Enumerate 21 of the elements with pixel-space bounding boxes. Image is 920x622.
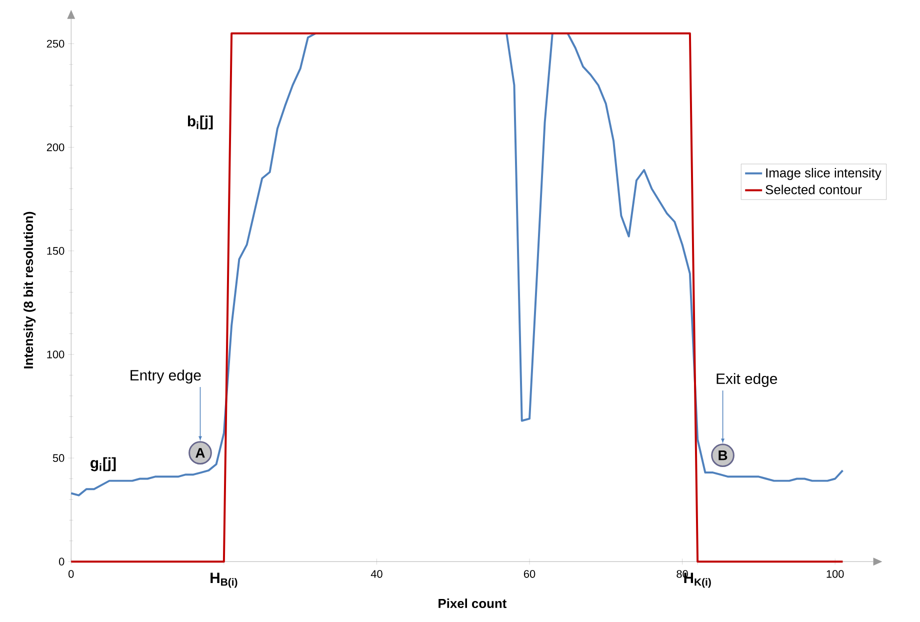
y-tick-label: 150 <box>47 246 64 255</box>
legend-label: Image slice intensity <box>766 168 882 180</box>
y-tick-label: 100 <box>47 350 64 358</box>
x-tick-label: 100 <box>826 570 844 578</box>
x-tick-label: 0 <box>68 570 74 578</box>
y-tick-label: 0 <box>58 558 64 566</box>
x-tick-label: 60 <box>524 570 536 578</box>
y-tick-label: 250 <box>46 40 64 48</box>
annotation: A <box>196 448 205 458</box>
x-axis-title: Pixel count <box>438 598 507 608</box>
annotation: B <box>718 450 728 460</box>
annotation: g$_{i}$[j] <box>90 457 116 472</box>
y-tick-label: 50 <box>52 454 64 462</box>
y-tick-label: 200 <box>46 143 64 152</box>
x-tick-label: 40 <box>370 570 382 578</box>
legend-label: Selected contour <box>766 184 862 194</box>
x-tick-label: H$_{B(i)}$ <box>210 572 238 588</box>
annotation: b$_{i}$[j] <box>188 115 213 130</box>
annotation: Exit edge <box>716 372 778 387</box>
annotation: Entry edge <box>130 370 201 384</box>
y-axis-title: Intensity (8 bit resolution) <box>24 212 36 368</box>
